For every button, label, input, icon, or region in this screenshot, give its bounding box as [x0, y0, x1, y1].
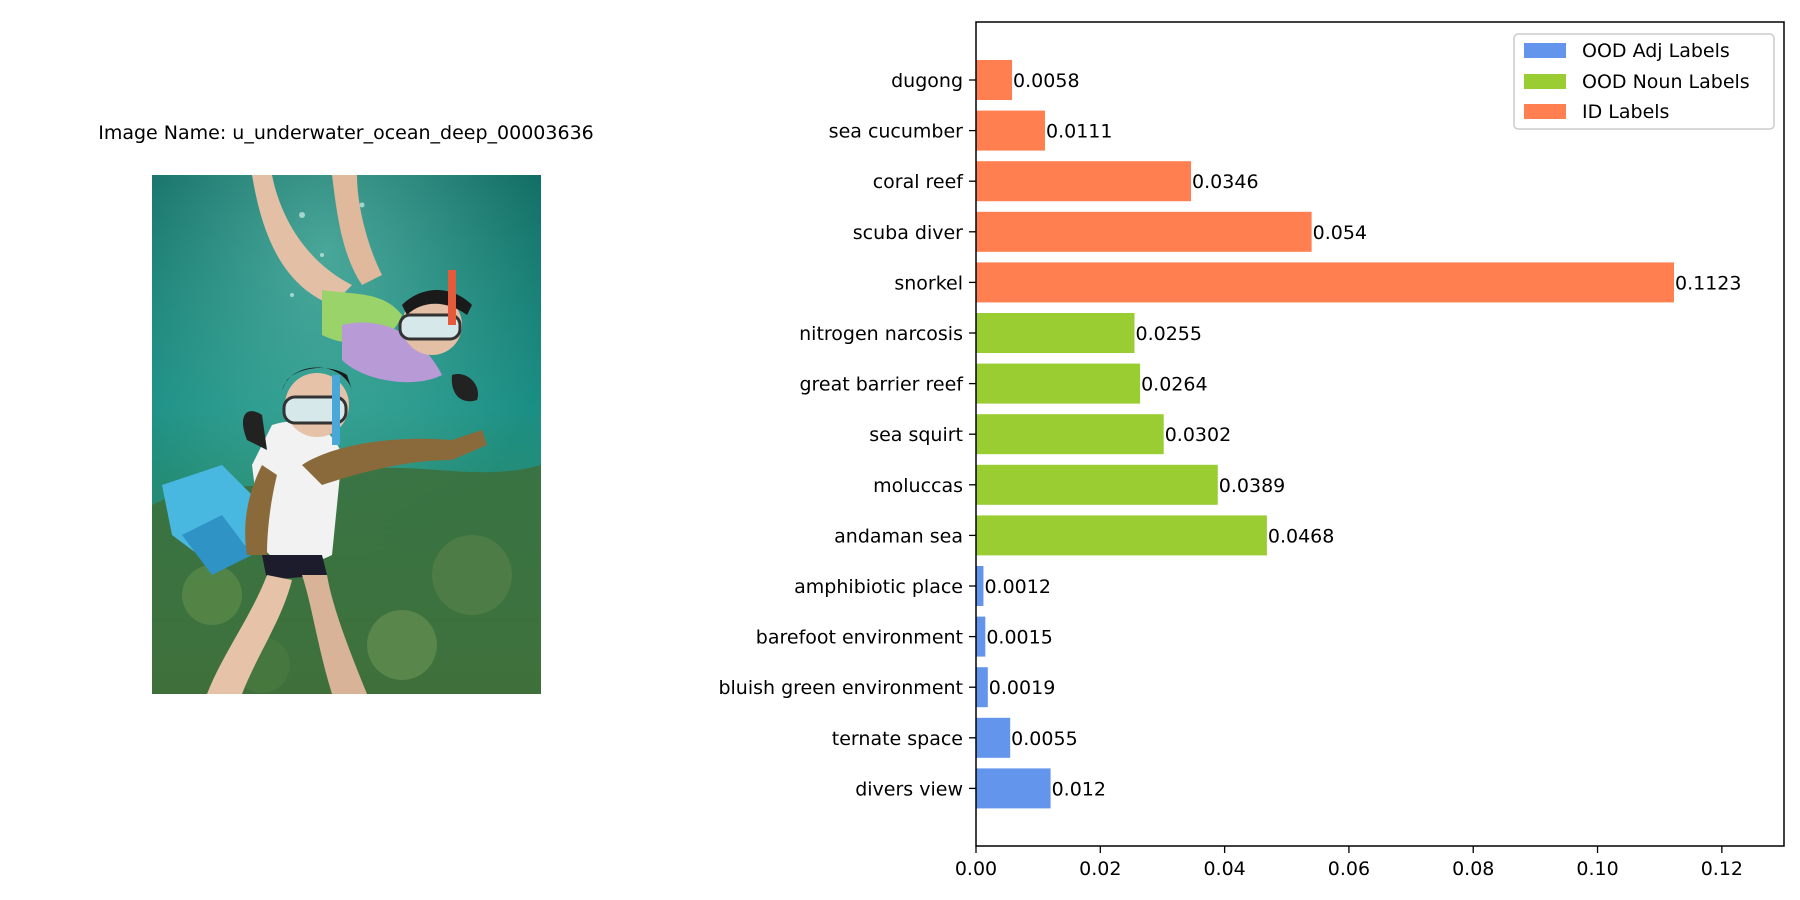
y-label-sea-squirt: sea squirt	[869, 424, 963, 446]
bar-snorkel	[976, 262, 1674, 303]
y-label-ternate-space: ternate space	[832, 728, 963, 750]
value-label-moluccas: 0.0389	[1219, 475, 1285, 497]
x-axis-ticks: 0.00 0.02 0.04 0.06 0.08 0.10 0.12	[955, 846, 1743, 880]
y-label-scuba-diver: scuba diver	[853, 222, 963, 244]
bars-layer	[976, 60, 1674, 809]
value-label-divers-view: 0.012	[1052, 778, 1106, 800]
value-label-sea-cucumber: 0.0111	[1046, 121, 1112, 143]
y-tick-labels: dugong sea cucumber coral reef scuba diver s…	[718, 70, 976, 800]
bar-sea-squirt	[976, 414, 1164, 455]
y-label-great-barrier-reef: great barrier reef	[799, 374, 964, 396]
bar-great-barrier-reef	[976, 363, 1141, 404]
image-caption: Image Name: u_underwater_ocean_deep_0000…	[98, 122, 594, 144]
value-label-barefoot-environment: 0.0015	[986, 627, 1052, 649]
value-label-snorkel: 0.1123	[1675, 272, 1741, 294]
bar-sea-cucumber	[976, 110, 1045, 151]
bar-divers-view	[976, 768, 1051, 809]
y-label-bluish-green-environment: bluish green environment	[718, 677, 963, 699]
x-tick-label-3: 0.06	[1328, 858, 1370, 880]
y-label-coral-reef: coral reef	[873, 171, 965, 193]
x-tick-label-0: 0.00	[955, 858, 997, 880]
bar-dugong	[976, 60, 1013, 100]
x-tick-label-2: 0.04	[1203, 858, 1245, 880]
value-label-amphibiotic-place: 0.0012	[984, 576, 1050, 598]
value-label-coral-reef: 0.0346	[1192, 171, 1258, 193]
bar-andaman-sea	[976, 515, 1267, 556]
y-label-andaman-sea: andaman sea	[834, 525, 963, 547]
bar-coral-reef	[976, 161, 1192, 202]
x-tick-label-1: 0.02	[1079, 858, 1121, 880]
y-label-amphibiotic-place: amphibiotic place	[794, 576, 963, 598]
legend-label-ood-noun: OOD Noun Labels	[1582, 71, 1750, 93]
y-label-snorkel: snorkel	[894, 272, 963, 294]
bar-moluccas	[976, 464, 1218, 505]
value-label-scuba-diver: 0.054	[1313, 222, 1367, 244]
legend-swatch-ood-noun	[1524, 74, 1566, 89]
bar-nitrogen-narcosis	[976, 313, 1135, 353]
bar-barefoot-environment	[976, 616, 986, 657]
y-label-moluccas: moluccas	[873, 475, 963, 497]
value-label-bluish-green-environment: 0.0019	[989, 677, 1055, 699]
legend-box	[1513, 33, 1775, 130]
value-label-dugong: 0.0058	[1013, 70, 1079, 92]
y-label-nitrogen-narcosis: nitrogen narcosis	[799, 323, 963, 345]
plot-frame	[975, 21, 1785, 847]
y-label-divers-view: divers view	[855, 778, 963, 800]
underwater-photo	[152, 175, 541, 694]
value-label-nitrogen-narcosis: 0.0255	[1135, 323, 1201, 345]
value-labels-layer: 0.0058 0.0111 0.0346 0.054 0.1123 0.0255 0.026…	[984, 70, 1741, 800]
bar-bluish-green-environment	[976, 667, 988, 708]
value-label-ternate-space: 0.0055	[1011, 728, 1077, 750]
value-label-andaman-sea: 0.0468	[1268, 525, 1334, 547]
y-label-barefoot-environment: barefoot environment	[756, 627, 963, 649]
bar-scuba-diver	[976, 211, 1312, 252]
value-label-sea-squirt: 0.0302	[1165, 424, 1231, 446]
legend-swatch-id	[1524, 104, 1566, 119]
y-label-sea-cucumber: sea cucumber	[829, 121, 964, 143]
legend-label-id: ID Labels	[1582, 101, 1669, 123]
legend-label-ood-adj: OOD Adj Labels	[1582, 40, 1730, 62]
bar-ternate-space	[976, 717, 1011, 758]
value-label-great-barrier-reef: 0.0264	[1141, 374, 1207, 396]
x-tick-label-6: 0.12	[1701, 858, 1743, 880]
legend: OOD Adj Labels OOD Noun Labels ID Labels	[1513, 33, 1775, 130]
legend-swatch-ood-adj	[1524, 43, 1566, 58]
y-label-dugong: dugong	[891, 70, 963, 92]
x-tick-label-5: 0.10	[1576, 858, 1618, 880]
x-tick-label-4: 0.08	[1452, 858, 1494, 880]
bar-amphibiotic-place	[976, 566, 984, 606]
